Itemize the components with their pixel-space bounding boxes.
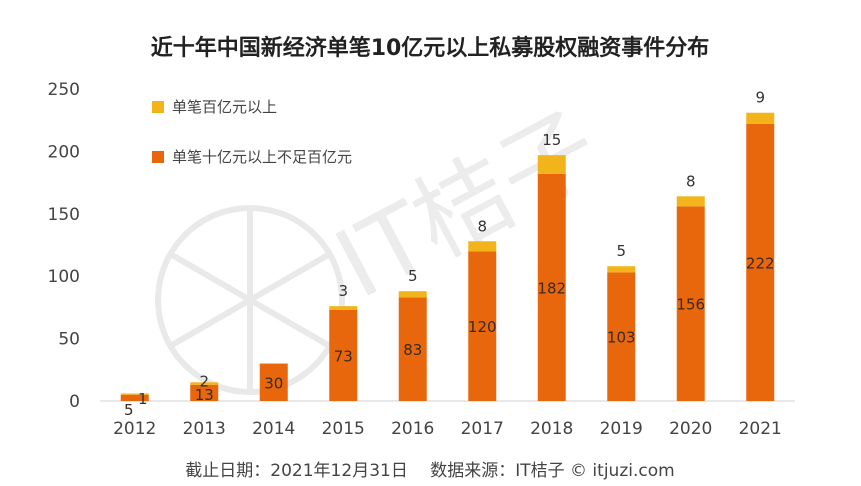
bar-top-2012 xyxy=(120,393,149,395)
y-tick-label: 150 xyxy=(48,205,80,225)
data-label-main-2021: 222 xyxy=(746,254,775,272)
bar-main-2016 xyxy=(398,297,427,401)
data-label-main-2012: 5 xyxy=(124,401,134,419)
bar-main-2013 xyxy=(190,384,219,401)
legend: 单笔百亿元以上 单笔十亿元以上不足百亿元 xyxy=(152,98,352,166)
data-label-main-2018: 182 xyxy=(537,279,566,297)
data-label-top-2013: 2 xyxy=(199,372,209,390)
x-tick-label: 2019 xyxy=(600,419,643,439)
bar-top-2021 xyxy=(746,112,775,124)
data-label-main-2015: 73 xyxy=(334,347,353,365)
x-tick-label: 2013 xyxy=(183,419,226,439)
bar-top-2013 xyxy=(190,382,219,385)
data-label-top-2020: 8 xyxy=(686,172,696,190)
y-tick-label: 100 xyxy=(48,267,80,287)
bar-top-2017 xyxy=(468,241,497,252)
data-label-main-2014: 30 xyxy=(264,374,283,392)
x-tick-label: 2012 xyxy=(113,419,156,439)
bar-main-2020 xyxy=(676,206,705,401)
data-label-main-2017: 120 xyxy=(468,318,497,336)
y-tick-label: 250 xyxy=(48,80,80,100)
y-tick-label: 0 xyxy=(69,392,80,412)
x-tick-label: 2015 xyxy=(322,419,365,439)
data-label-main-2013: 13 xyxy=(195,386,214,404)
data-label-top-2012: 1 xyxy=(138,390,148,408)
x-tick-label: 2017 xyxy=(461,419,504,439)
data-label-top-2021: 9 xyxy=(755,89,765,107)
y-tick-label: 50 xyxy=(58,330,80,350)
bar-top-2016 xyxy=(398,291,427,298)
bar-top-2020 xyxy=(676,196,705,207)
x-tick-label: 2021 xyxy=(739,419,782,439)
bar-main-2019 xyxy=(607,272,636,401)
y-tick-label: 200 xyxy=(48,142,80,162)
x-tick-label: 2014 xyxy=(252,419,295,439)
bar-main-2021 xyxy=(746,123,775,401)
legend-swatch-main xyxy=(152,151,164,163)
x-axis: 2012 2013 2014 2015 2016 2017 2018 2019 2020 2021 xyxy=(113,419,782,439)
bar-top-2019 xyxy=(607,266,636,273)
bar-main-2017 xyxy=(468,251,497,401)
chart-title: 近十年中国新经济单笔10亿元以上私募股权融资事件分布 xyxy=(151,35,710,61)
bar-top-2015 xyxy=(329,306,358,310)
bar-main-2014 xyxy=(259,363,288,401)
bar-main-2012 xyxy=(120,394,149,401)
legend-label-top: 单笔百亿元以上 xyxy=(172,98,277,116)
x-tick-label: 2016 xyxy=(391,419,434,439)
footer-source: 截止日期：2021年12月31日 数据来源：IT桔子 © itjuzi.com xyxy=(185,461,674,481)
data-label-top-2016: 5 xyxy=(408,267,418,285)
data-label-top-2015: 3 xyxy=(338,282,348,300)
x-tick-label: 2018 xyxy=(530,419,573,439)
legend-swatch-top xyxy=(152,101,164,113)
data-label-top-2017: 8 xyxy=(477,217,487,235)
data-label-top-2018: 15 xyxy=(542,131,561,149)
data-label-main-2019: 103 xyxy=(607,329,636,347)
data-label-main-2020: 156 xyxy=(676,296,705,314)
bar-main-2018 xyxy=(537,173,566,401)
bar-main-2015 xyxy=(329,309,358,401)
y-axis: 0 50 100 150 200 250 xyxy=(48,80,80,412)
data-label-top-2019: 5 xyxy=(616,242,626,260)
watermark-text: IT桔子 xyxy=(318,90,617,320)
x-tick-label: 2020 xyxy=(669,419,712,439)
legend-label-main: 单笔十亿元以上不足百亿元 xyxy=(172,148,352,166)
data-label-main-2016: 83 xyxy=(403,341,422,359)
bar-top-2018 xyxy=(537,155,566,174)
